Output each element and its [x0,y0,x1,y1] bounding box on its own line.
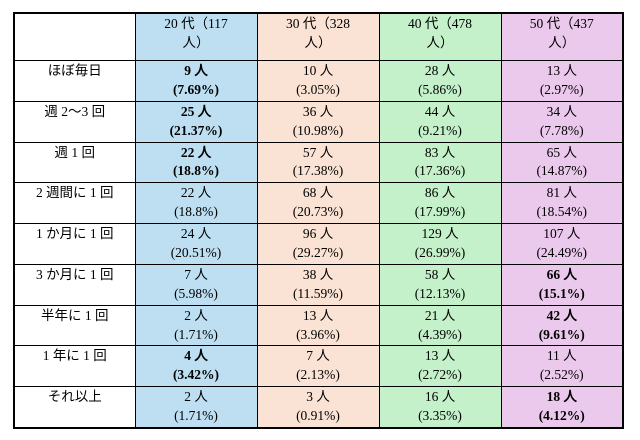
data-cell: 57 人 (17.38%) [256,141,380,184]
table-row: 週 1 回 22 人 (18.8%) 57 人 (17.38%) 83 人 (17.3… [13,141,624,184]
data-cell: 96 人 (29.27%) [256,223,380,265]
data-cell: 13 人 (2.72%) [378,345,502,388]
column-header: 20 代（117 人） [134,12,258,61]
data-cell: 13 人 (2.97%) [500,60,624,102]
data-cell: 81 人 (18.54%) [500,182,624,225]
row-label: 週 2～3 回 [13,100,136,143]
data-cell: 65 人 (14.87%) [500,141,624,184]
table-row: 2 週間に 1 回 22 人 (18.8%) 68 人 (20.73%) 86 人 (… [13,182,624,225]
data-cell: 22 人 (18.8%) [134,182,258,225]
data-cell: 10 人 (3.05%) [256,60,380,102]
data-cell: 11 人 (2.52%) [500,345,624,388]
column-header: 50 代（437 人） [500,12,624,61]
row-label: 半年に 1 回 [13,304,136,347]
data-cell: 25 人 (21.37%) [134,100,258,143]
data-cell: 44 人 (9.21%) [378,100,502,143]
data-cell: 2 人 (1.71%) [134,386,258,429]
data-cell: 107 人 (24.49%) [500,223,624,265]
data-cell: 2 人 (1.71%) [134,304,258,347]
data-cell: 38 人 (11.59%) [256,263,380,306]
data-cell: 13 人 (3.96%) [256,304,380,347]
data-cell: 22 人 (18.8%) [134,141,258,184]
age-frequency-table: 20 代（117 人） 30 代（328 人） 40 代（478 人） 50 代（43… [13,12,624,430]
row-label: 1 か月に 1 回 [13,223,136,265]
row-label: 週 1 回 [13,141,136,184]
data-cell: 34 人 (7.78%) [500,100,624,143]
column-header: 40 代（478 人） [378,12,502,61]
table-row: 1 か月に 1 回 24 人 (20.51%) 96 人 (29.27%) 129 人… [13,223,624,265]
data-cell: 18 人 (4.12%) [500,386,624,429]
row-label: ほぼ毎日 [13,60,136,102]
table-row: 週 2～3 回 25 人 (21.37%) 36 人 (10.98%) 44 人 (9… [13,100,624,143]
row-label: 3 か月に 1 回 [13,263,136,306]
data-cell: 3 人 (0.91%) [256,386,380,429]
data-cell: 28 人 (5.86%) [378,60,502,102]
data-cell: 36 人 (10.98%) [256,100,380,143]
data-cell: 9 人 (7.69%) [134,60,258,102]
header-row: 20 代（117 人） 30 代（328 人） 40 代（478 人） 50 代（43… [13,12,624,61]
data-cell: 7 人 (5.98%) [134,263,258,306]
row-label: それ以上 [13,386,136,429]
data-cell: 21 人 (4.39%) [378,304,502,347]
data-cell: 66 人 (15.1%) [500,263,624,306]
data-cell: 83 人 (17.36%) [378,141,502,184]
column-header: 30 代（328 人） [256,12,380,61]
row-label: 2 週間に 1 回 [13,182,136,225]
data-cell: 7 人 (2.13%) [256,345,380,388]
data-cell: 68 人 (20.73%) [256,182,380,225]
data-cell: 16 人 (3.35%) [378,386,502,429]
table-row: ほぼ毎日 9 人 (7.69%) 10 人 (3.05%) 28 人 (5.86%) 1… [13,60,624,102]
data-cell: 86 人 (17.99%) [378,182,502,225]
data-cell: 24 人 (20.51%) [134,223,258,265]
data-cell: 42 人 (9.61%) [500,304,624,347]
row-label: 1 年に 1 回 [13,345,136,388]
data-cell: 4 人 (3.42%) [134,345,258,388]
data-cell: 129 人 (26.99%) [378,223,502,265]
table-row: それ以上 2 人 (1.71%) 3 人 (0.91%) 16 人 (3.35%) 18… [13,386,624,429]
corner-cell [13,12,136,61]
data-cell: 58 人 (12.13%) [378,263,502,306]
